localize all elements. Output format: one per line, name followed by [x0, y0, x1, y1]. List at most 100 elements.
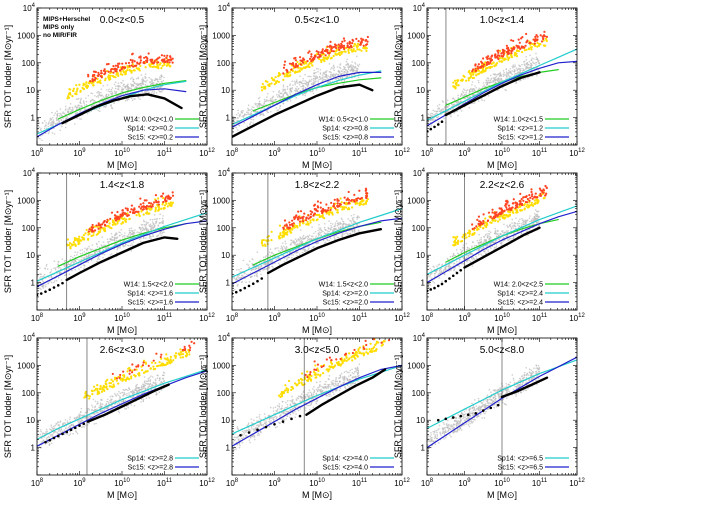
nofir-point [127, 233, 130, 236]
herschel-point [110, 67, 114, 71]
herschel-point [138, 205, 141, 208]
nofir-point [350, 214, 353, 217]
nofir-point [300, 81, 302, 83]
nofir-point [158, 76, 161, 79]
nofir-point [297, 87, 300, 90]
nofir-point [131, 244, 134, 247]
nofir-point [249, 112, 252, 114]
nofir-point [130, 249, 133, 252]
nofir-point [278, 90, 281, 92]
nofir-point [302, 93, 304, 96]
herschel-point [130, 204, 134, 207]
mips-point [305, 65, 308, 68]
herschel-point [171, 61, 174, 64]
nofir-point [318, 227, 320, 229]
nofir-point [482, 85, 484, 88]
nofir-point [93, 104, 96, 106]
nofir-point [527, 77, 529, 79]
x-axis-label: M [M⊙] [302, 160, 332, 170]
nofir-point [502, 75, 505, 78]
nofir-point [149, 83, 152, 86]
herschel-point [166, 54, 169, 57]
nofir-point [104, 106, 107, 108]
nofir-point [148, 234, 151, 237]
nofir-point [430, 119, 432, 121]
herschel-point [130, 64, 133, 67]
nofir-point [132, 241, 135, 243]
nofir-point [354, 221, 357, 223]
herschel-point [340, 42, 343, 45]
nofir-point [453, 98, 456, 101]
nofir-point [266, 99, 268, 101]
herschel-point [526, 39, 529, 42]
nofir-point [263, 98, 266, 101]
nofir-point [310, 75, 312, 78]
nofir-point [479, 90, 482, 93]
nofir-point [114, 81, 117, 83]
nofir-point [40, 288, 42, 291]
nofir-point [107, 90, 110, 92]
herschel-point [163, 54, 166, 57]
nofir-point [103, 253, 106, 256]
legend-label: W14: 1.0<z<1.5 [494, 117, 544, 124]
nofir-point [146, 90, 149, 92]
nofir-point [315, 75, 317, 77]
y-axis-label: SFR TOT lodder [M⊙yr⁻¹] [3, 25, 13, 128]
nofir-point [497, 73, 500, 76]
mips-point [350, 48, 353, 51]
herschel-point [161, 192, 165, 195]
herschel-point [308, 57, 312, 60]
mips-point [356, 46, 359, 49]
herschel-point [128, 64, 131, 67]
nofir-point [304, 79, 307, 82]
nofir-point [274, 99, 277, 101]
nofir-point [494, 76, 496, 79]
herschel-point [103, 223, 107, 226]
nofir-point [151, 224, 153, 227]
nofir-point [95, 103, 98, 106]
nofir-point [330, 222, 332, 225]
nofir-point [501, 87, 504, 89]
nofir-point [41, 276, 44, 278]
nofir-point [39, 287, 41, 289]
mips-point [299, 67, 302, 70]
mips-point [104, 79, 107, 82]
tick-label: 100 [217, 59, 231, 68]
nofir-point [342, 83, 345, 86]
nofir-point [256, 275, 258, 278]
nofir-point [348, 66, 351, 68]
herschel-point [315, 50, 318, 53]
nofir-point [343, 67, 346, 69]
nofir-point [140, 237, 142, 240]
herschel-point [472, 68, 475, 71]
nofir-point [298, 83, 301, 86]
nofir-point [116, 247, 119, 250]
nofir-point [353, 65, 356, 68]
nofir-point [278, 95, 281, 98]
nofir-point [60, 125, 63, 128]
nofir-point [76, 106, 78, 109]
nofir-point [312, 92, 315, 95]
mips-point [135, 67, 138, 70]
nofir-point [133, 82, 136, 85]
nofir-point [240, 111, 242, 113]
nofir-point [161, 232, 163, 235]
nofir-point [103, 97, 106, 99]
herschel-point [167, 197, 170, 200]
nofir-point [280, 247, 282, 250]
nofir-point [124, 86, 127, 88]
nofir-point [150, 237, 152, 240]
herschel-point [146, 59, 149, 62]
herschel-point [114, 69, 117, 73]
nofir-point [136, 83, 138, 86]
nofir-point [59, 129, 62, 132]
nofir-point [478, 87, 481, 90]
herschel-point [145, 56, 148, 59]
nofir-point [127, 98, 130, 101]
nofir-point [343, 68, 346, 71]
nofir-point [153, 214, 156, 216]
nofir-point [60, 118, 63, 121]
nofir-point [354, 62, 356, 64]
nofir-point [312, 235, 314, 238]
nofir-point [525, 55, 527, 58]
